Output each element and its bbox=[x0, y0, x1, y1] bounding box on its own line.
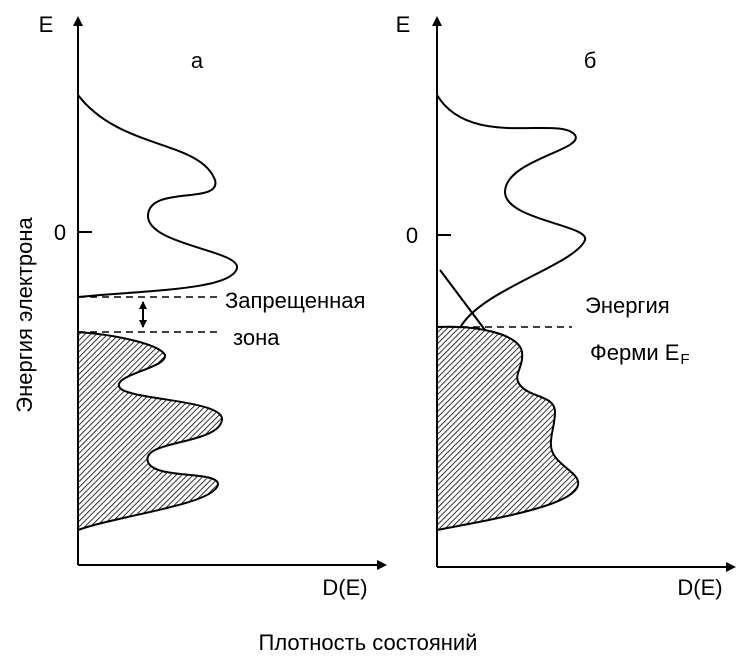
annotation: Запрещенная bbox=[225, 288, 365, 313]
axis-e: E bbox=[396, 12, 411, 37]
conduction-band bbox=[77, 94, 238, 298]
panel-label: б bbox=[584, 48, 597, 73]
annotation: Ферми E bbox=[590, 340, 679, 365]
panel-b: E б 0 D(E) Энергия Ферми E F bbox=[396, 12, 736, 600]
filled-band bbox=[436, 325, 580, 532]
valence-band bbox=[77, 330, 223, 532]
x-axis-caption: Плотность состояний bbox=[259, 630, 478, 655]
band-tail bbox=[439, 269, 486, 331]
y-axis-label: Энергия электрона bbox=[12, 217, 37, 413]
zero-label: 0 bbox=[54, 220, 66, 245]
axis-d: D(E) bbox=[677, 575, 722, 600]
annotation: Энергия bbox=[585, 293, 670, 318]
annotation-subscript: F bbox=[680, 351, 689, 368]
annotation: зона bbox=[233, 325, 280, 350]
panel-a: E а 0 D(E) Запрещенная зона bbox=[39, 12, 387, 600]
axis-d: D(E) bbox=[322, 575, 367, 600]
panel-label: а bbox=[191, 48, 204, 73]
band bbox=[436, 94, 587, 329]
axis-e: E bbox=[39, 12, 54, 37]
zero-label: 0 bbox=[406, 223, 418, 248]
